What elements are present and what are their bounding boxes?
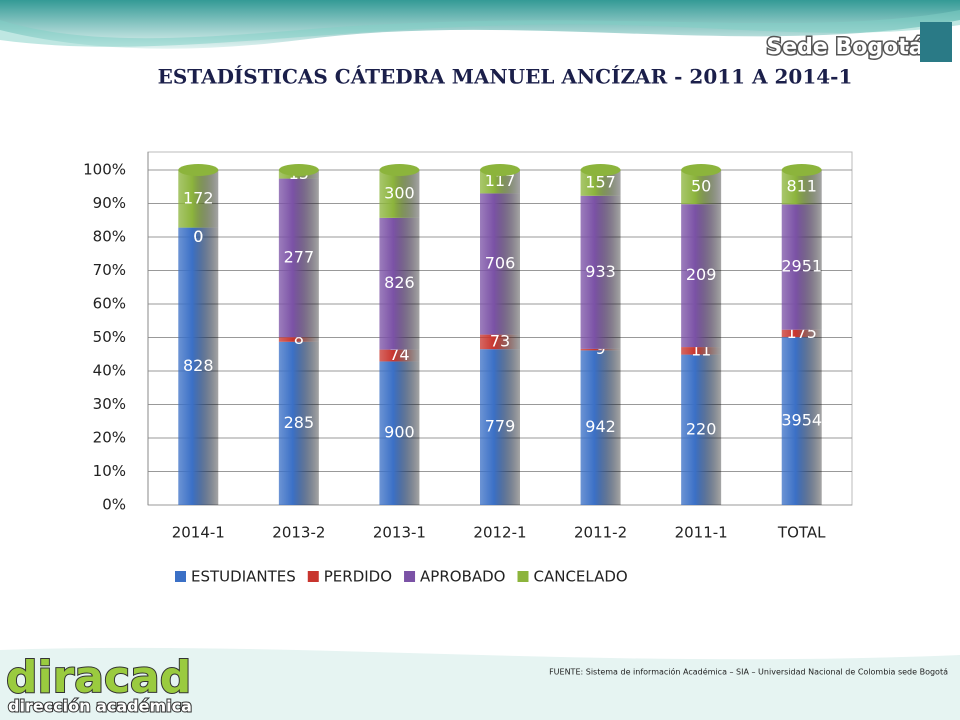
x-tick-label: 2013-1: [373, 524, 426, 542]
data-label: 277: [284, 247, 315, 266]
bar-segment: [278, 178, 319, 338]
logo-main: diracad: [6, 652, 191, 703]
bar-segment: [781, 329, 822, 338]
y-tick-label: 40%: [93, 362, 126, 380]
bar-cap: [681, 164, 722, 176]
source: FUENTE: Sistema de información Académica…: [549, 667, 948, 677]
bar-segment: [781, 337, 822, 505]
y-tick-label: 60%: [93, 295, 126, 313]
legend-label: PERDIDO: [324, 568, 392, 586]
bar-cap: [178, 164, 219, 176]
bar-segment: [580, 348, 621, 351]
bar-cap: [781, 164, 822, 176]
legend-swatch: [307, 571, 319, 582]
x-tick-label: 2011-1: [675, 524, 728, 542]
data-label: 779: [485, 417, 516, 436]
y-tick-label: 20%: [93, 429, 126, 447]
y-tick-label: 80%: [93, 228, 126, 246]
data-label: 0: [193, 227, 203, 246]
data-label: 942: [585, 417, 616, 436]
y-tick-label: 10%: [93, 462, 126, 480]
bar-segment: [379, 217, 420, 350]
chart-title: ESTADÍSTICAS CÁTEDRA MANUEL ANCÍZAR - 20…: [158, 65, 853, 89]
y-tick-label: 30%: [93, 395, 126, 413]
bar-segment: [681, 204, 722, 348]
y-tick-label: 90%: [93, 194, 126, 212]
x-tick-label: 2012-1: [473, 524, 526, 542]
brand: Sede Bogotá: [766, 35, 923, 60]
bar-cap: [278, 164, 319, 176]
legend-label: CANCELADO: [534, 568, 628, 586]
bar-segment: [681, 354, 722, 505]
data-label: 933: [585, 262, 616, 281]
bar-segment: [379, 361, 420, 505]
footer-wave: [0, 647, 960, 720]
bar-cap: [480, 164, 520, 176]
bar-segment: [580, 195, 621, 349]
y-tick-label: 0%: [102, 496, 126, 514]
data-label: 73: [490, 331, 510, 350]
data-label: 209: [686, 265, 717, 284]
data-label: 826: [384, 273, 415, 292]
data-label: 828: [183, 356, 214, 375]
bar-cap: [580, 164, 621, 176]
bar-segment: [178, 170, 219, 228]
data-label: 117: [485, 171, 516, 190]
legend-swatch: [175, 571, 186, 582]
x-tick-label: 2014-1: [172, 524, 225, 542]
bar-segment: [681, 347, 722, 355]
y-tick-label: 100%: [83, 161, 126, 179]
data-label: 3954: [781, 411, 822, 430]
brand-icon: [920, 22, 952, 62]
data-label: 900: [384, 423, 415, 442]
bar-segment: [480, 349, 520, 505]
y-tick-label: 70%: [93, 261, 126, 279]
legend-swatch: [517, 571, 529, 582]
x-tick-label: 2011-2: [574, 524, 627, 542]
x-tick-label: TOTAL: [777, 524, 826, 542]
legend-swatch: [404, 571, 416, 582]
data-label: 74: [389, 345, 409, 364]
data-label: 811: [786, 177, 817, 196]
legend-label: APROBADO: [420, 568, 505, 586]
data-label: 50: [691, 177, 711, 196]
data-label: 0: [193, 227, 203, 246]
bar-segment: [178, 227, 219, 505]
data-label: 157: [585, 172, 616, 191]
x-tick-label: 2013-2: [272, 524, 325, 542]
header-wave-2: [0, 10, 960, 47]
data-label: 706: [485, 254, 516, 273]
bar-segment: [278, 337, 319, 342]
y-tick-label: 50%: [93, 328, 126, 346]
bar-segment: [480, 170, 520, 194]
data-label: 220: [686, 419, 717, 438]
bar-segment: [480, 193, 520, 335]
bar-segment: [781, 204, 822, 330]
bar-segment: [379, 349, 420, 362]
legend-label: ESTUDIANTES: [191, 568, 296, 586]
bar-segment: [278, 341, 319, 505]
bar-segment: [379, 170, 420, 218]
bar-segment: [480, 334, 520, 350]
bar-cap: [379, 164, 420, 176]
data-label: 300: [384, 183, 415, 202]
data-label: 172: [183, 188, 214, 207]
data-label: 285: [284, 413, 315, 432]
data-label: 8: [294, 329, 304, 348]
data-label: 2951: [781, 257, 822, 276]
logo-sub: dirección académica: [8, 697, 192, 716]
bar-segment: [580, 350, 621, 505]
